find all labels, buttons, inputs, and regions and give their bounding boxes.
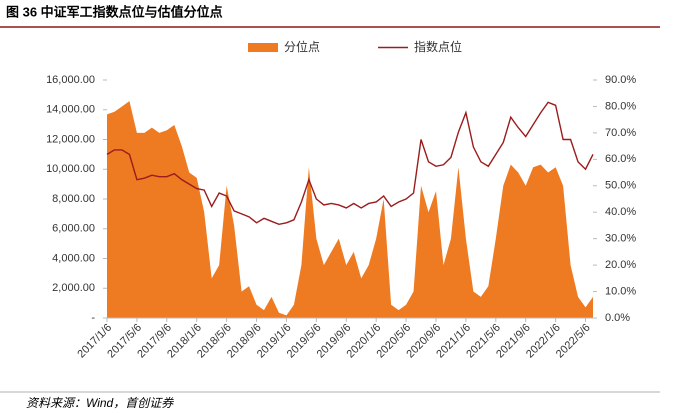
legend-swatch (248, 43, 278, 52)
y-tick-label: 12,000.00 (46, 133, 95, 145)
area (107, 101, 593, 319)
y-tick-label: 6,000.00 (52, 223, 95, 235)
y2-tick-label: 40.0% (605, 206, 636, 218)
y-tick-label: 16,000.00 (46, 74, 95, 86)
y2-tick-label: 50.0% (605, 180, 636, 192)
legend-label: 分位点 (284, 39, 320, 54)
y2-tick-label: 0.0% (605, 312, 630, 324)
y-tick-label: 4,000.00 (52, 252, 95, 264)
y-tick-label: - (91, 312, 95, 324)
y2-tick-label: 80.0% (605, 100, 636, 112)
y2-tick-label: 70.0% (605, 127, 636, 139)
y2-tick-label: 10.0% (605, 285, 636, 297)
y2-tick-label: 30.0% (605, 233, 636, 245)
source: 资料来源：Wind，首创证券 (26, 396, 174, 410)
y-tick-label: 14,000.00 (46, 104, 95, 116)
y-tick-label: 8,000.00 (52, 193, 95, 205)
y2-tick-label: 20.0% (605, 259, 636, 271)
y2-tick-label: 60.0% (605, 153, 636, 165)
y-tick-label: 2,000.00 (52, 282, 95, 294)
y-tick-label: 10,000.00 (46, 163, 95, 175)
line (106, 101, 594, 226)
chart-title: 图 36 中证军工指数点位与估值分位点 (6, 4, 223, 19)
legend-label: 指数点位 (414, 39, 462, 54)
y2-tick-label: 90.0% (605, 74, 636, 86)
